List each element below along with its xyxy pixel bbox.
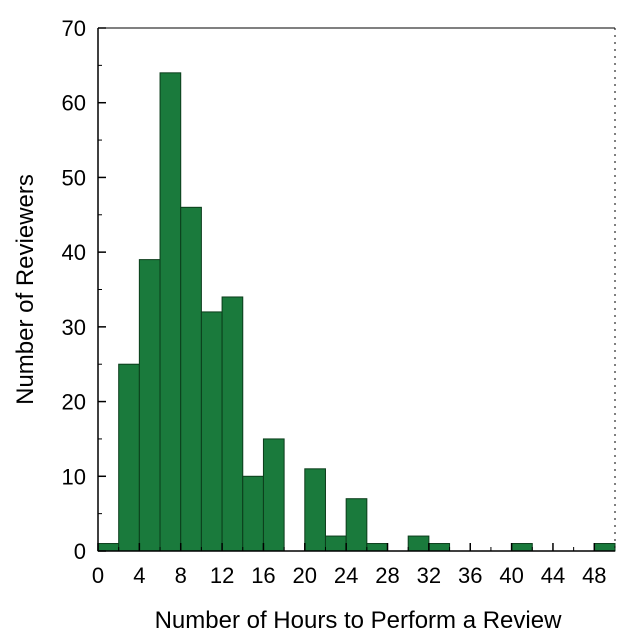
- x-tick-label: 8: [175, 563, 187, 588]
- x-tick-label: 32: [417, 563, 441, 588]
- y-axis-title: Number of Reviewers: [12, 174, 39, 405]
- y-tick-label: 60: [62, 91, 86, 116]
- x-tick-label: 48: [582, 563, 606, 588]
- histogram-bar: [118, 363, 140, 552]
- y-tick-label: 0: [74, 539, 86, 564]
- x-tick-label: 44: [541, 563, 565, 588]
- histogram-bar: [200, 311, 223, 552]
- y-tick-label: 20: [62, 390, 86, 415]
- histogram-bar: [180, 206, 202, 552]
- x-tick-label: 16: [251, 563, 275, 588]
- y-tick-label: 40: [62, 240, 86, 265]
- y-tick-label: 30: [62, 315, 86, 340]
- x-tick-label: 36: [458, 563, 482, 588]
- histogram-bar: [345, 498, 368, 552]
- histogram-bar: [138, 259, 161, 552]
- x-tick-label: 40: [499, 563, 523, 588]
- x-tick-label: 0: [92, 563, 104, 588]
- y-tick-label: 70: [62, 16, 86, 41]
- x-axis: 0 4 8 12 16 20 24 28 32 36 40 44 48: [92, 543, 607, 588]
- histogram-bar: [262, 438, 285, 552]
- histogram-bar: [593, 543, 616, 552]
- histogram-bar: [304, 468, 326, 552]
- y-tick-label: 10: [62, 464, 86, 489]
- x-tick-label: 24: [334, 563, 358, 588]
- histogram-bar: [366, 543, 389, 552]
- histogram-bar: [159, 72, 182, 552]
- histogram-bar: [428, 543, 451, 552]
- x-tick-label: 4: [133, 563, 145, 588]
- bars-group: [97, 72, 616, 552]
- x-tick-label: 28: [375, 563, 399, 588]
- y-axis: 0 10 20 30 40 50 60 70: [62, 16, 106, 564]
- x-tick-label: 20: [293, 563, 317, 588]
- histogram-bar: [511, 543, 533, 552]
- histogram-bar: [221, 296, 244, 552]
- x-axis-title: Number of Hours to Perform a Review: [155, 607, 562, 634]
- histogram-bar: [242, 475, 264, 552]
- x-tick-label: 12: [210, 563, 234, 588]
- histogram-bar: [97, 543, 120, 552]
- y-tick-label: 50: [62, 165, 86, 190]
- histogram-bar: [407, 535, 430, 552]
- histogram-bar: [324, 535, 347, 552]
